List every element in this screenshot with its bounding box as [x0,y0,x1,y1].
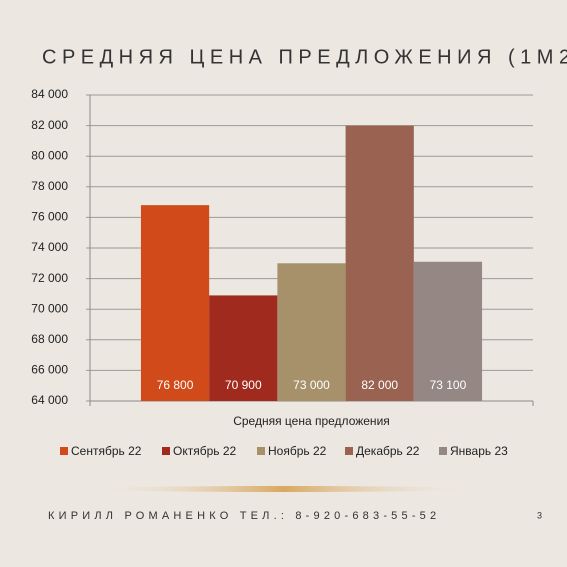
y-tick-label: 64 000 [31,393,68,407]
data-label: 82 000 [361,378,398,392]
data-label: 73 100 [430,378,467,392]
legend-label: Сентябрь 22 [71,444,142,458]
legend-swatch [162,447,170,455]
footer-text: КИРИЛЛ РОМАНЕНКО ТЕЛ.: 8-920-683-55-52 [48,510,440,522]
data-label: 76 800 [157,378,194,392]
legend-label: Январь 23 [450,444,508,458]
y-tick-label: 72 000 [31,271,68,285]
bar [140,205,210,401]
y-tick-label: 80 000 [31,148,68,162]
legend-swatch [60,447,68,455]
legend-swatch [345,447,353,455]
legend-label: Декабрь 22 [356,444,420,458]
legend-label: Ноябрь 22 [268,444,327,458]
y-tick-label: 82 000 [31,118,68,132]
y-tick-label: 78 000 [31,179,68,193]
y-tick-label: 76 000 [31,210,68,224]
legend-label: Октябрь 22 [173,444,237,458]
data-label: 73 000 [293,378,330,392]
page-number: 3 [537,510,542,520]
y-tick-label: 84 000 [31,87,68,101]
data-label: 70 900 [225,378,262,392]
bar [413,261,483,401]
bar [345,125,414,401]
chart-title: СРЕДНЯЯ ЦЕНА ПРЕДЛОЖЕНИЯ (1М2) [42,46,567,68]
y-tick-label: 66 000 [31,363,68,377]
y-tick-label: 68 000 [31,332,68,346]
x-tick-label: Средняя цена предложения [233,414,390,428]
bar [277,263,346,401]
divider [93,486,473,492]
legend-swatch [257,447,265,455]
y-tick-label: 70 000 [31,301,68,315]
y-tick-label: 74 000 [31,240,68,254]
legend-swatch [439,447,447,455]
bar [209,295,278,401]
